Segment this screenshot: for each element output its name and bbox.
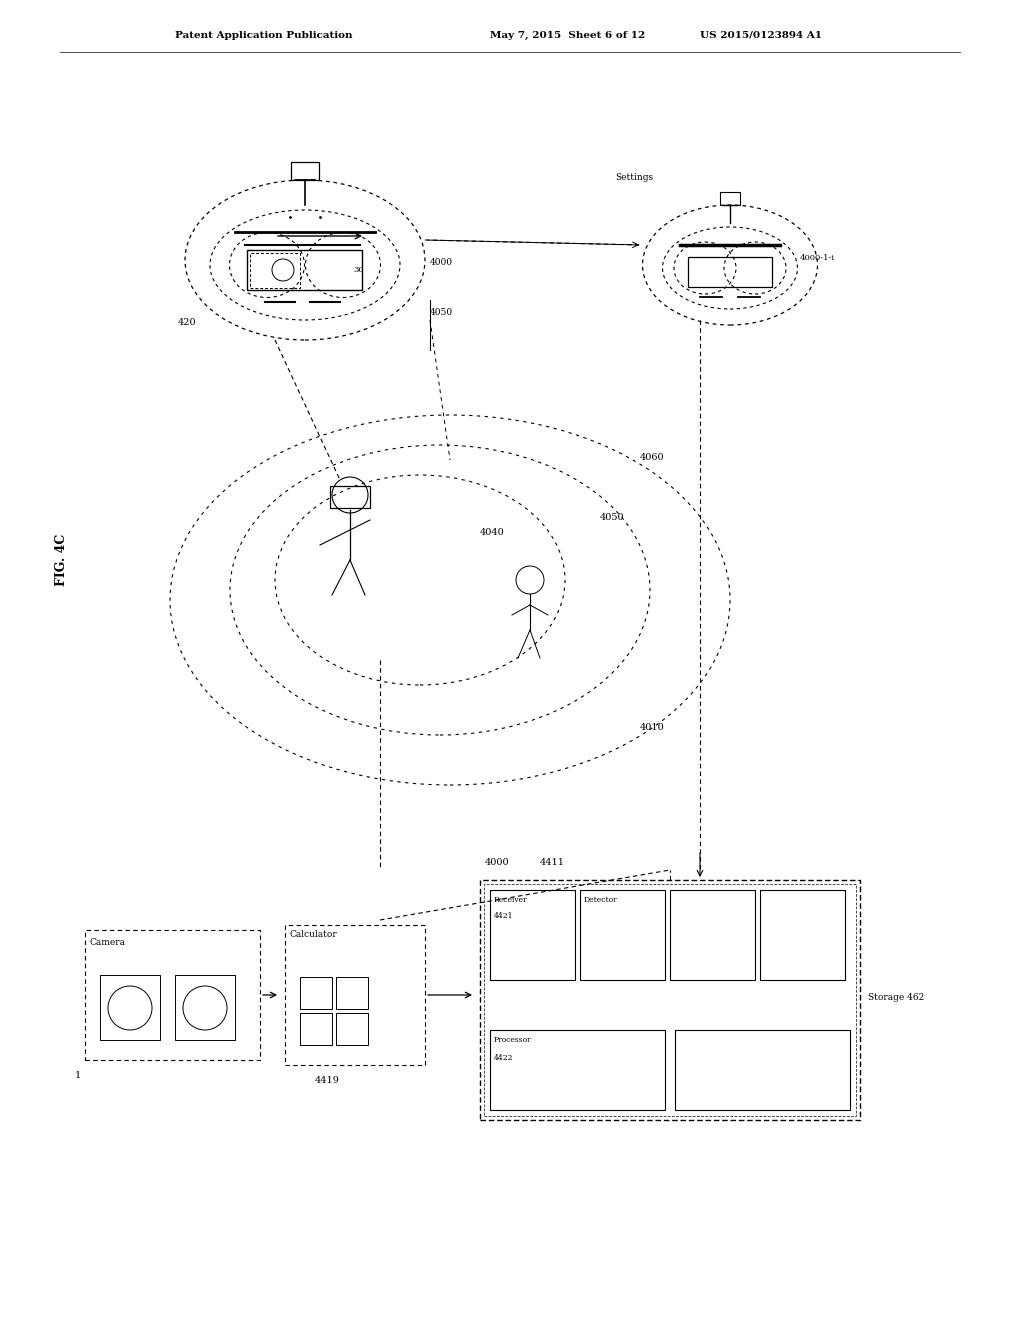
Bar [489,1030,664,1110]
Bar [300,977,331,1008]
Text: Patent Application Publication: Patent Application Publication [175,30,353,40]
Bar [480,880,859,1119]
Text: May 7, 2015  Sheet 6 of 12: May 7, 2015 Sheet 6 of 12 [489,30,645,40]
Bar [759,890,844,979]
Text: Settings: Settings [614,173,652,182]
Bar [100,975,160,1040]
Bar [489,890,575,979]
Text: 1: 1 [75,1071,82,1080]
Bar [85,931,260,1060]
Bar [669,890,754,979]
Bar [484,884,855,1115]
Bar [719,191,739,205]
Text: 4040: 4040 [480,528,504,537]
Text: 30: 30 [353,267,363,275]
Bar [290,162,319,180]
Bar [580,890,664,979]
Text: Camera: Camera [90,939,126,946]
Text: Processor: Processor [493,1036,531,1044]
Text: Calculator: Calculator [289,931,337,939]
Text: 4422: 4422 [493,1053,513,1063]
Text: 4000-1-i: 4000-1-i [799,253,835,261]
Bar [688,257,771,286]
Text: 4000: 4000 [484,858,510,867]
Text: 4419: 4419 [315,1076,339,1085]
Text: FIG. 4C: FIG. 4C [55,533,68,586]
Text: 4000: 4000 [430,257,452,267]
Text: US 2015/0123894 A1: US 2015/0123894 A1 [699,30,821,40]
Text: Storage 462: Storage 462 [867,993,923,1002]
Text: 4421: 4421 [493,912,513,920]
Text: 420: 420 [178,318,197,327]
Bar [330,486,370,508]
Bar [284,925,425,1065]
Bar [335,977,368,1008]
Text: Receiver: Receiver [493,896,527,904]
Bar [300,1012,331,1045]
Text: 4060: 4060 [639,453,664,462]
Text: Detector: Detector [584,896,618,904]
Bar [675,1030,849,1110]
Text: 4050: 4050 [599,513,624,521]
Bar [247,249,362,290]
Bar [335,1012,368,1045]
Text: 4010: 4010 [639,723,664,733]
Text: 4050: 4050 [430,308,452,317]
Text: 4411: 4411 [539,858,565,867]
Bar [175,975,234,1040]
Bar [250,253,300,288]
